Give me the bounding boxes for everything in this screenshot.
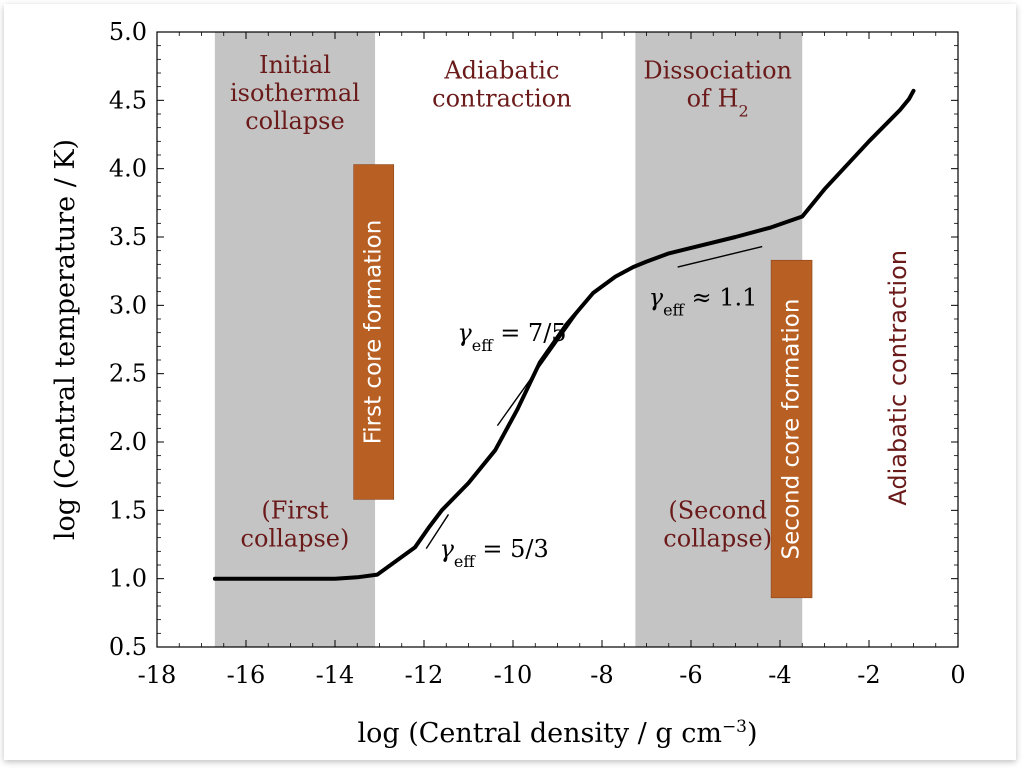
phase-label-text: (Second xyxy=(668,497,767,525)
gamma-symbol: γ xyxy=(440,535,455,563)
x-tick-label: -16 xyxy=(227,661,266,689)
gamma-subscript: eff xyxy=(472,335,494,354)
y-tick-label: 4.5 xyxy=(109,86,147,114)
temperature-density-curve xyxy=(212,88,916,581)
x-axis-label-main: log (Central density / g cm xyxy=(357,718,722,749)
phase-label-text: collapse) xyxy=(241,525,350,553)
gamma-symbol: γ xyxy=(457,319,472,347)
y-tick-label: 1.0 xyxy=(109,565,147,593)
y-axis-label: log (Central temperature / K) xyxy=(50,139,81,540)
phase-label-3-line-1: collapse) xyxy=(241,525,350,553)
phase-label-0-line-0: Initial xyxy=(259,51,331,79)
phase-label-text: collapse xyxy=(245,107,344,135)
phase-label-3-line-0: (First xyxy=(261,497,328,525)
y-tick-label: 2.0 xyxy=(109,428,147,456)
y-tick-label: 3.5 xyxy=(109,223,147,251)
x-tick-label: -2 xyxy=(857,661,880,689)
phase-label-text: collapse) xyxy=(663,525,772,553)
phase-label-0-line-1: isothermal xyxy=(230,79,360,107)
y-tick-label: 2.5 xyxy=(109,360,147,388)
phase-label-2-line-1: of H2 xyxy=(687,84,749,120)
phase-label-subscript: 2 xyxy=(739,101,749,120)
gamma-value: ≈ 1.1 xyxy=(684,283,758,311)
x-tick-label: -6 xyxy=(679,661,702,689)
x-tick-label: -14 xyxy=(316,661,355,689)
phase-label-text: of H xyxy=(687,84,739,112)
x-tick-label: -12 xyxy=(405,661,444,689)
phase-label-text: Initial xyxy=(259,51,331,79)
gamma-subscript: eff xyxy=(663,300,685,319)
phase-label-4-line-1: collapse) xyxy=(663,525,772,553)
y-tick-label: 3.0 xyxy=(109,291,147,319)
x-tick-label: 0 xyxy=(950,661,965,689)
y-tick-label: 4.0 xyxy=(109,155,147,183)
phase-label-1-line-0: Adiabatic xyxy=(443,56,559,84)
slope-guide-line-2 xyxy=(677,245,763,268)
gamma-value: = 5/3 xyxy=(475,535,549,563)
phase-label-text: Dissociation xyxy=(643,56,792,84)
slide-frame xyxy=(4,4,1016,760)
x-tick-label: -4 xyxy=(768,661,791,689)
second-core-formation-label: Second core formation xyxy=(779,299,805,560)
y-tick-label: 0.5 xyxy=(109,633,147,661)
first-core-formation-label: First core formation xyxy=(361,220,387,445)
x-tick-label: -18 xyxy=(138,661,177,689)
gamma-value: = 7/5 xyxy=(493,319,567,347)
phase-label-text: contraction xyxy=(432,84,571,112)
shaded-band-0 xyxy=(214,32,376,647)
phase-label-1-line-1: contraction xyxy=(432,84,571,112)
gamma-annotation-0: γeff = 5/3 xyxy=(440,535,549,571)
x-tick-label: -10 xyxy=(494,661,533,689)
y-tick-label: 1.5 xyxy=(109,496,147,524)
y-tick-label: 5.0 xyxy=(109,18,147,46)
x-axis-label-close: ) xyxy=(747,718,758,749)
adiabatic-contraction-rotated-label: Adiabatic contraction xyxy=(884,250,912,506)
phase-label-text: (First xyxy=(261,497,328,525)
gamma-annotation-2: γeff ≈ 1.1 xyxy=(649,283,758,319)
phase-label-2-line-0: Dissociation xyxy=(643,56,792,84)
x-axis-label-superscript: −3 xyxy=(722,717,747,737)
phase-label-text: isothermal xyxy=(230,79,360,107)
phase-label-0-line-2: collapse xyxy=(245,107,344,135)
second-core-formation-box xyxy=(770,259,813,599)
gamma-symbol: γ xyxy=(649,283,664,311)
phase-label-text: Adiabatic xyxy=(443,56,559,84)
gamma-subscript: eff xyxy=(454,551,476,570)
slope-guide-line-0 xyxy=(425,514,450,549)
phase-label-4-line-0: (Second xyxy=(668,497,767,525)
x-axis-label: log (Central density / g cm−3) xyxy=(357,717,757,749)
x-tick-label: -8 xyxy=(590,661,613,689)
first-core-formation-box xyxy=(353,164,395,500)
gamma-annotation-1: γeff = 7/5 xyxy=(457,319,566,355)
